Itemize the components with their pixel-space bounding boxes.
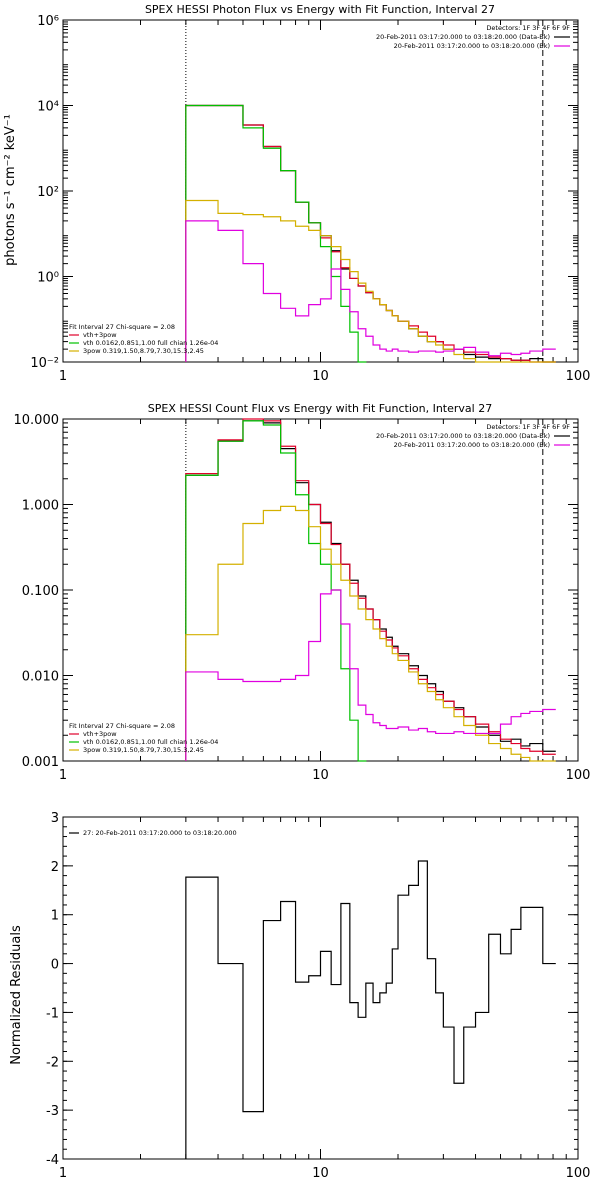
y-tick-label: 1.000 bbox=[22, 499, 59, 514]
y-tick-label: 0.010 bbox=[22, 670, 59, 685]
series-27-20-feb-2011-03-17-20-000-to-03-18-20-000 bbox=[185, 860, 556, 1159]
y-tick-label: 0.001 bbox=[22, 755, 59, 770]
residuals-plot: 1 10 100 -4 -3 -2 -1 0 1 2 3 27: 20-Feb-2011 03:17:… bbox=[46, 811, 590, 1181]
y-tick-label: 3 bbox=[51, 811, 59, 826]
x-tick-label: 100 bbox=[566, 1166, 591, 1181]
y-tick-label: -4 bbox=[46, 1153, 59, 1168]
photon-flux-plot: 1 10 100 10⁻² 10⁰ 10² 10⁴ 10⁶ Detectors: 1F 3F 4… bbox=[30, 14, 590, 384]
x-tick-label: 10 bbox=[312, 369, 329, 384]
legend-right-entry: Detectors: 1F 3F 4F 6F 9F bbox=[486, 423, 570, 431]
y-tick-label: -1 bbox=[46, 1006, 59, 1021]
residuals-ylabel: Normalized Residuals bbox=[9, 925, 24, 1065]
x-tick-label: 10 bbox=[312, 1166, 329, 1181]
legend-right-entry: 20-Feb-2011 03:17:20.000 to 03:18:20.000… bbox=[376, 432, 550, 440]
residuals-panel: 1 10 100 -4 -3 -2 -1 0 1 2 3 27: 20-Feb-2011 03:17:… bbox=[9, 811, 590, 1181]
photon-flux-ylabel: photons s⁻¹ cm⁻² keV⁻¹ bbox=[3, 114, 18, 266]
y-tick-label: -2 bbox=[46, 1055, 59, 1070]
legend-left-entry: Fit Interval 27 Chi-square = 2.08 bbox=[69, 323, 175, 331]
count-flux-title: SPEX HESSI Count Flux vs Energy with Fit… bbox=[148, 402, 492, 415]
y-tick-label: 10⁻² bbox=[30, 356, 59, 371]
legend-right-entry: 20-Feb-2011 03:17:20.000 to 03:18:20.000… bbox=[376, 33, 550, 41]
legend-left-entry: vth+3pow bbox=[83, 331, 117, 339]
x-tick-label: 10 bbox=[312, 768, 329, 783]
series-3pow bbox=[185, 505, 556, 762]
y-tick-label: 0.100 bbox=[22, 584, 59, 599]
photon-flux-panel: SPEX HESSI Photon Flux vs Energy with Fi… bbox=[3, 3, 590, 384]
legend-left-entry: 3pow 0.319,1.50,8.79,7.30,15.3,2.45 bbox=[83, 746, 204, 754]
x-tick-label: 1 bbox=[59, 1166, 67, 1181]
legend-right-entry: 20-Feb-2011 03:17:20.000 to 03:18:20.000… bbox=[394, 441, 550, 449]
legend-right-entry: 20-Feb-2011 03:17:20.000 to 03:18:20.000… bbox=[394, 42, 550, 50]
count-flux-panel: SPEX HESSI Count Flux vs Energy with Fit… bbox=[14, 402, 591, 783]
y-tick-label: -3 bbox=[46, 1104, 59, 1119]
legend-left-entry: vth+3pow bbox=[83, 730, 117, 738]
y-tick-label: 10⁶ bbox=[37, 14, 59, 29]
legend-left-entry: Fit Interval 27 Chi-square = 2.08 bbox=[69, 722, 175, 730]
x-tick-label: 100 bbox=[566, 369, 591, 384]
legend-left-entry: vth 0.0162,0.851,1.00 full chian 1.26e-0… bbox=[83, 738, 218, 746]
count-flux-plot: 1 10 100 0.001 0.010 0.100 1.000 10.000 Detector… bbox=[14, 413, 591, 783]
legend-left-entry: 27: 20-Feb-2011 03:17:20.000 to 03:18:20… bbox=[83, 829, 237, 837]
y-tick-label: 10⁰ bbox=[37, 271, 59, 286]
photon-flux-title: SPEX HESSI Photon Flux vs Energy with Fi… bbox=[145, 3, 495, 16]
legend-left-entry: vth 0.0162,0.851,1.00 full chian 1.26e-0… bbox=[83, 339, 218, 347]
legend-left-entry: 3pow 0.319,1.50,8.79,7.30,15.3,2.45 bbox=[83, 347, 204, 355]
y-tick-label: 0 bbox=[51, 958, 59, 973]
x-tick-label: 1 bbox=[59, 369, 67, 384]
y-tick-label: 10.000 bbox=[14, 413, 60, 428]
x-tick-label: 1 bbox=[59, 768, 67, 783]
y-tick-label: 10⁴ bbox=[37, 100, 59, 115]
legend-right-entry: Detectors: 1F 3F 4F 6F 9F bbox=[486, 24, 570, 32]
y-tick-label: 10² bbox=[37, 185, 59, 200]
y-tick-label: 2 bbox=[51, 860, 59, 875]
series-3pow bbox=[185, 199, 556, 363]
series-bk bbox=[185, 589, 556, 761]
y-tick-label: 1 bbox=[51, 909, 59, 924]
series-bk bbox=[185, 220, 556, 362]
x-tick-label: 100 bbox=[566, 768, 591, 783]
